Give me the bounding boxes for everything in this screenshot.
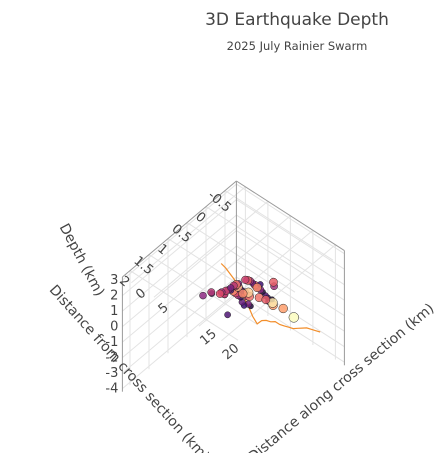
gridline (122, 183, 237, 281)
x-axis-title: Distance along cross section (km) (245, 301, 437, 453)
earthquake-point (269, 277, 278, 287)
gridline (122, 199, 237, 296)
chart-subtitle: 2025 July Rainier Swarm (226, 39, 368, 53)
gridline (131, 186, 246, 284)
earthquake-point (215, 289, 225, 298)
x-tick-label: 15 (197, 327, 219, 349)
gridline (221, 244, 336, 342)
gridline (198, 229, 314, 327)
earthquake-point (227, 284, 235, 292)
x-tick-label: 20 (220, 341, 242, 363)
earthquake-point (199, 291, 207, 300)
z-tick-label: -3 (105, 366, 118, 381)
gridline (122, 214, 237, 312)
earthquake-points (199, 275, 299, 323)
z-tick-label: 0 (110, 320, 118, 335)
earthquake-point (238, 289, 248, 299)
earthquake-point (288, 312, 299, 323)
earthquake-point (224, 311, 231, 319)
gridline (224, 190, 334, 261)
gridline (205, 206, 315, 277)
y-tick-label: -0.5 (205, 188, 234, 216)
gridline (153, 200, 269, 298)
z-tick-label: 3 (110, 273, 118, 288)
gridline (148, 254, 258, 325)
gridline (122, 292, 237, 389)
z-tick-label: 2 (110, 289, 118, 304)
earthquake-point (207, 288, 216, 297)
z-tick-label: -2 (105, 351, 118, 366)
earthquake-point (278, 303, 288, 314)
earthquake-point (241, 275, 250, 284)
z-tick-label: 1 (110, 304, 118, 319)
gridline (129, 270, 239, 341)
z-tick-label: -1 (105, 335, 118, 350)
axis-edge (122, 180, 237, 278)
y-tick-label: 0.5 (169, 222, 194, 247)
earthquake-point (252, 282, 262, 293)
grid-lines (122, 183, 345, 389)
z-tick-label: -4 (105, 382, 118, 397)
axis-edge (236, 180, 345, 252)
chart-title: 3D Earthquake Depth (205, 10, 389, 30)
gridline (176, 215, 291, 313)
gridline (122, 245, 237, 343)
gridline (122, 230, 237, 327)
y-tick-label: 1.5 (131, 254, 156, 279)
earthquake-point (261, 295, 271, 305)
